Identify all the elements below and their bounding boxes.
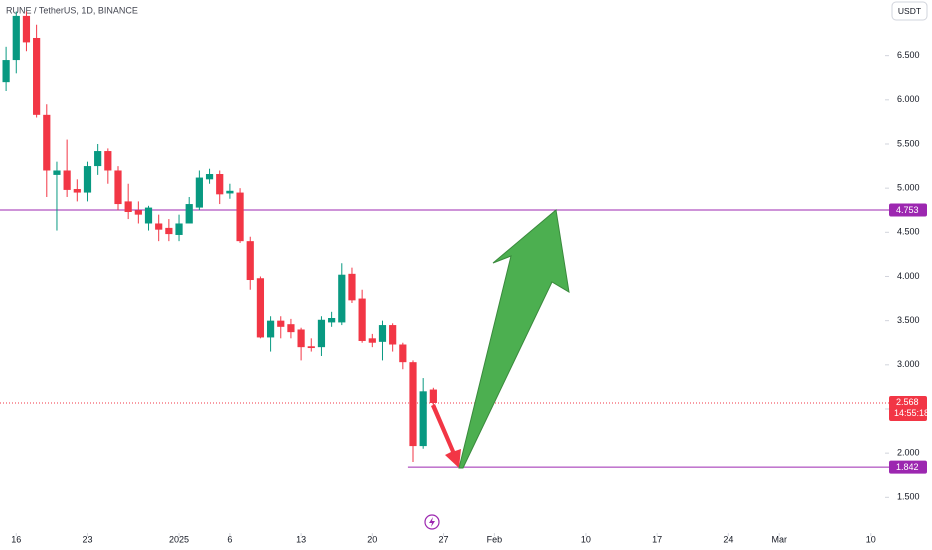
candle-body <box>317 319 326 348</box>
currency-button[interactable]: USDT <box>891 1 928 21</box>
currency-button-frame[interactable] <box>891 1 928 21</box>
candle-body <box>226 190 234 194</box>
candle-body <box>399 344 407 363</box>
candle-body <box>134 210 142 215</box>
candle-body <box>33 37 41 115</box>
lightning-bolt[interactable] <box>429 517 435 527</box>
x-tick-label: 20 <box>367 534 377 544</box>
candle-body <box>63 170 71 190</box>
y-tick-label: 5.500 <box>897 138 920 148</box>
candle-body <box>53 170 61 175</box>
y-tick-label: 2.000 <box>897 448 920 458</box>
candle-body <box>328 318 336 323</box>
candle-body <box>287 324 295 333</box>
lightning-icon[interactable] <box>424 514 440 530</box>
candle-body <box>155 223 163 230</box>
x-tick-label: 16 <box>11 534 21 544</box>
candle-body <box>2 60 10 83</box>
candle-body <box>256 278 265 338</box>
countdown-label: 14:55:18 <box>894 408 929 418</box>
last-price-tag <box>889 395 927 421</box>
y-tick-label: 1.500 <box>897 492 920 502</box>
candle-body <box>419 391 427 447</box>
candle-body <box>297 329 305 348</box>
candle-body <box>277 320 285 327</box>
candle-body <box>185 204 193 224</box>
candle-body <box>216 174 224 195</box>
candle-body <box>348 273 356 301</box>
candle-body <box>338 274 346 323</box>
candle-body <box>368 338 376 343</box>
y-tick-label: 3.500 <box>897 315 920 325</box>
candle-body <box>83 166 92 193</box>
candle-body <box>43 114 51 171</box>
x-tick-label: 27 <box>439 534 449 544</box>
green-arrow <box>458 209 570 469</box>
candle-body <box>175 223 183 235</box>
candle-body <box>114 170 122 205</box>
candle-body <box>205 174 214 180</box>
x-tick-label: 6 <box>227 534 232 544</box>
y-tick-label: 4.000 <box>897 271 920 281</box>
candle-body <box>165 227 173 235</box>
candle-body <box>307 346 315 349</box>
y-tick-label: 6.500 <box>897 50 920 60</box>
candle-body <box>236 192 244 242</box>
candle-body <box>144 207 153 224</box>
candle-body <box>389 325 397 345</box>
chart-title: RUNE / TetherUS, 1D, BINANCE <box>6 5 138 15</box>
candle-body <box>378 325 387 342</box>
x-tick-label: 17 <box>652 534 662 544</box>
red-arrow <box>431 404 461 468</box>
candle-body <box>94 151 102 167</box>
candle-body <box>429 389 437 403</box>
x-tick-label: 24 <box>723 534 733 544</box>
x-tick-label: 13 <box>296 534 306 544</box>
y-tick-label: 5.000 <box>897 183 920 193</box>
y-tick-label: 3.000 <box>897 359 920 369</box>
y-tick-label: 6.000 <box>897 94 920 104</box>
candle-body <box>358 298 366 341</box>
x-tick-label: Feb <box>487 534 503 544</box>
x-tick-label: Mar <box>771 534 787 544</box>
x-tick-label: 2025 <box>169 534 189 544</box>
candle-body <box>12 15 20 61</box>
level-tag <box>889 460 927 474</box>
level-label: 1.842 <box>896 462 919 472</box>
level-label: 4.753 <box>896 205 919 215</box>
x-tick-label: 23 <box>82 534 92 544</box>
candle-body <box>195 177 203 208</box>
candle-body <box>73 189 81 193</box>
candle-body <box>104 151 112 171</box>
candle-body <box>266 320 275 338</box>
last-price-label: 2.568 <box>896 397 919 407</box>
x-tick-label: 10 <box>866 534 876 544</box>
candle-body <box>246 241 254 281</box>
currency-label[interactable]: USDT <box>898 6 921 16</box>
candle-body <box>409 362 417 447</box>
y-tick-label: 4.500 <box>897 227 920 237</box>
candle-body <box>124 201 132 212</box>
x-tick-label: 10 <box>581 534 591 544</box>
candle-body <box>22 15 31 43</box>
level-tag <box>889 203 927 217</box>
